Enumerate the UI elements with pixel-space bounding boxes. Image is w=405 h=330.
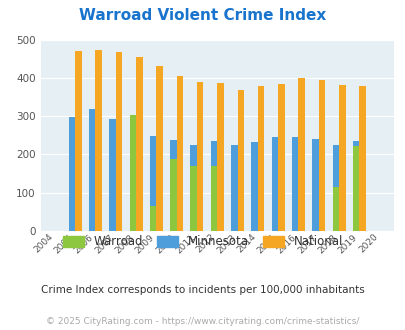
Text: Crime Index corresponds to incidents per 100,000 inhabitants: Crime Index corresponds to incidents per… xyxy=(41,285,364,295)
Text: © 2025 CityRating.com - https://www.cityrating.com/crime-statistics/: © 2025 CityRating.com - https://www.city… xyxy=(46,317,359,326)
Bar xyxy=(298,78,304,231)
Bar xyxy=(190,145,196,231)
Bar xyxy=(318,80,324,231)
Bar xyxy=(129,130,136,231)
Bar xyxy=(136,57,142,231)
Bar xyxy=(230,145,237,231)
Bar xyxy=(210,166,217,231)
Bar xyxy=(109,119,115,231)
Bar xyxy=(291,137,298,231)
Bar xyxy=(129,115,136,231)
Bar xyxy=(170,140,176,231)
Text: Warroad Violent Crime Index: Warroad Violent Crime Index xyxy=(79,8,326,23)
Bar xyxy=(257,86,264,231)
Bar xyxy=(89,109,95,231)
Bar xyxy=(352,146,358,231)
Bar xyxy=(332,145,338,231)
Bar xyxy=(190,166,196,231)
Bar xyxy=(332,187,338,231)
Bar xyxy=(176,76,183,231)
Bar xyxy=(170,159,176,231)
Bar xyxy=(251,142,257,231)
Bar xyxy=(352,142,358,231)
Bar xyxy=(311,139,318,231)
Bar xyxy=(196,82,203,231)
Bar xyxy=(338,85,345,231)
Bar xyxy=(358,86,365,231)
Bar xyxy=(149,206,156,231)
Bar xyxy=(95,50,102,231)
Bar xyxy=(237,90,243,231)
Bar xyxy=(68,117,75,231)
Bar xyxy=(217,83,223,231)
Legend: Warroad, Minnesota, National: Warroad, Minnesota, National xyxy=(58,231,347,253)
Bar xyxy=(115,52,122,231)
Bar xyxy=(75,51,81,231)
Bar xyxy=(149,136,156,231)
Bar xyxy=(277,84,284,231)
Bar xyxy=(156,66,162,231)
Bar xyxy=(271,137,277,231)
Bar xyxy=(210,142,217,231)
